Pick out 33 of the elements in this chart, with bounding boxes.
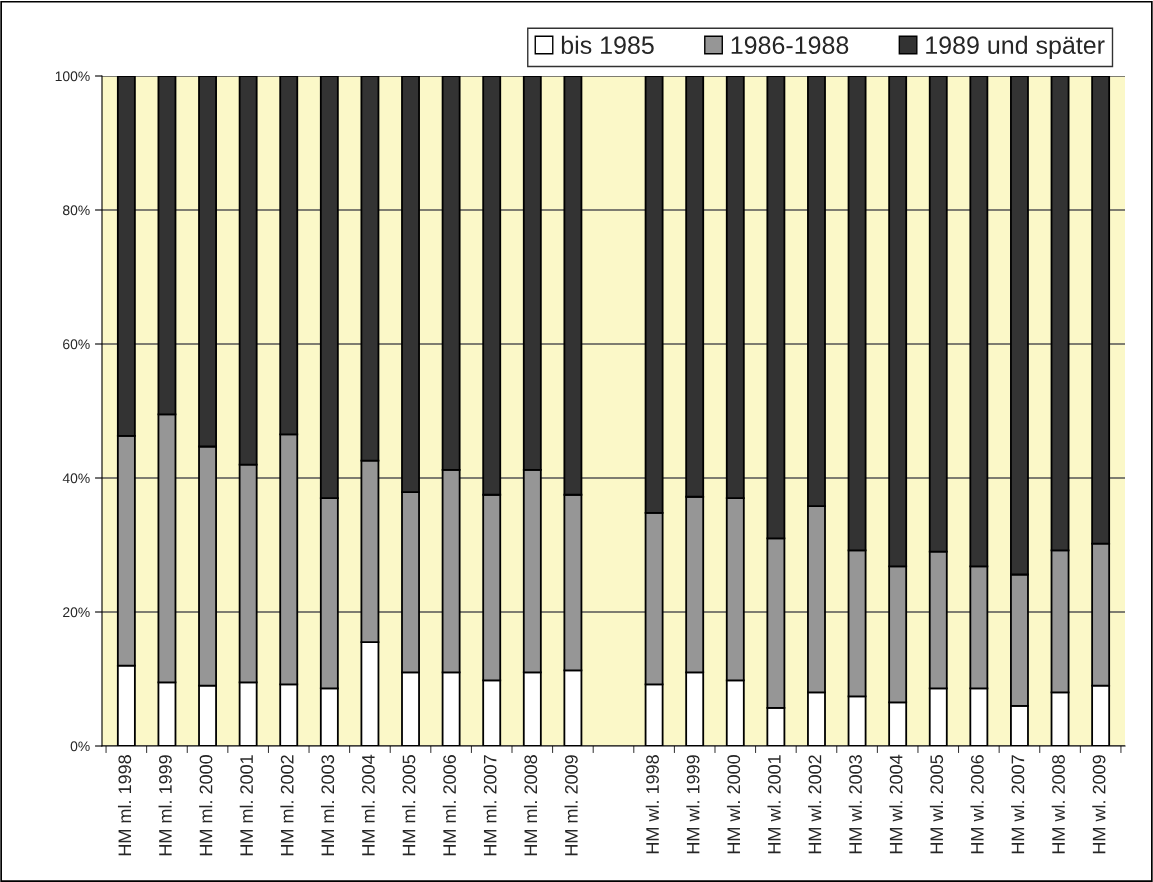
x-tick-label: HM ml. 1999	[158, 755, 172, 856]
x-tick-label: HM wl. 2009	[1092, 755, 1106, 854]
legend-label: 1986-1988	[731, 36, 849, 55]
x-tick-label: HM ml. 2001	[239, 755, 253, 856]
x-tick-label: HM wl. 2008	[1051, 755, 1065, 854]
x-tick-label: HM wl. 2004	[889, 754, 903, 854]
x-tick-label: HM wl. 2001	[767, 755, 781, 854]
x-tick-label: HM ml. 2008	[523, 755, 538, 856]
y-tick-label: 40%	[62, 473, 90, 484]
x-tick-label: HM wl. 2007	[1011, 755, 1025, 854]
x-tick-label: HM wl. 1998	[645, 755, 659, 854]
x-tick-label: HM ml. 2006	[442, 755, 456, 856]
x-tick-label: HM wl. 2005	[929, 755, 944, 854]
y-tick-label: 100%	[55, 71, 90, 82]
legend-label: 1989 und später	[926, 35, 1105, 59]
legend-label: bis 1985	[561, 35, 654, 55]
x-tick-label: HM ml. 2003	[320, 755, 335, 856]
x-tick-label: HM wl. 2002	[808, 755, 822, 854]
x-tick-label: HM wl. 2000	[726, 755, 741, 854]
x-tick-label: HM wl. 2006	[970, 755, 984, 854]
x-tick-label: HM ml. 2005	[402, 755, 416, 856]
y-tick-label: 60%	[63, 339, 90, 350]
y-tick-label: 0%	[70, 741, 90, 752]
y-tick-label: 20%	[63, 607, 90, 618]
y-tick-label: 80%	[63, 205, 90, 216]
x-tick-label: HM ml. 1998	[117, 755, 132, 856]
x-tick-label: HM ml. 2007	[483, 755, 497, 856]
x-tick-label: HM ml. 2004	[361, 754, 375, 856]
x-tick-label: HM ml. 2002	[280, 755, 294, 856]
x-tick-label: HM wl. 2003	[848, 755, 862, 854]
x-tick-label: HM ml. 2000	[199, 755, 213, 856]
x-tick-label: HM ml. 2009	[564, 755, 578, 856]
x-tick-label: HM wl. 1999	[686, 755, 700, 854]
